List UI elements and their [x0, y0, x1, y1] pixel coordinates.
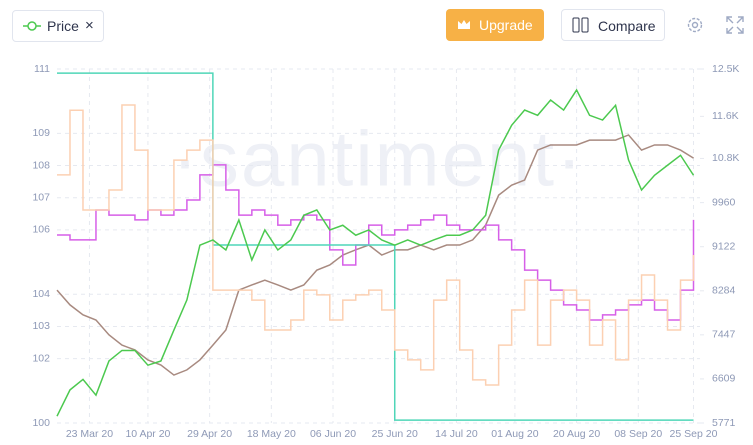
y-tick-label: 103: [32, 320, 50, 332]
x-tick-label: 01 Aug 20: [491, 428, 538, 440]
x-tick-label: 25 Sep 20: [670, 428, 718, 440]
settings-icon[interactable]: [685, 15, 705, 35]
y2-tick-label: 5771: [712, 417, 736, 429]
y2-tick-label: 6609: [712, 373, 736, 385]
line-icon: [23, 21, 41, 31]
y2-tick-label: 7447: [712, 329, 736, 341]
y2-tick-label: 8284: [712, 285, 736, 297]
close[interactable]: ×: [85, 17, 94, 34]
y2-tick-label: 12.5K: [712, 63, 739, 75]
y-tick-label: 104: [32, 288, 50, 300]
series-line: [57, 104, 695, 386]
y2-tick-label: 10.8K: [712, 152, 739, 164]
x-tick-label: 10 Apr 20: [125, 428, 170, 440]
y2-tick-label: 9960: [712, 196, 736, 208]
y2-tick-label: 11.6K: [712, 110, 739, 122]
compare-button[interactable]: Compare: [561, 9, 665, 41]
toolbar: Price × Upgrade Compare: [0, 0, 753, 52]
y-tick-label: 100: [32, 417, 50, 429]
compare-label: Compare: [598, 18, 656, 34]
x-tick-label: 20 Aug 20: [553, 428, 600, 440]
expand-icon[interactable]: [726, 16, 744, 34]
x-tick-label: 25 Jun 20: [372, 428, 418, 440]
x-tick-label: 18 May 20: [247, 428, 296, 440]
y-tick-label: 109: [32, 127, 50, 139]
y-tick-label: 111: [34, 63, 50, 75]
y2-tick-label: 9122: [712, 240, 736, 252]
y-tick-label: 108: [32, 159, 50, 171]
compare-icon: [572, 17, 589, 33]
watermark: ·santiment·: [172, 115, 584, 203]
x-tick-label: 06 Jun 20: [310, 428, 356, 440]
series-line: [57, 164, 695, 321]
x-tick-label: 08 Sep 20: [614, 428, 662, 440]
crown-icon: [458, 20, 470, 29]
x-tick-label: 14 Jul 20: [435, 428, 478, 440]
y-tick-label: 106: [32, 224, 50, 236]
x-tick-label: 23 Mar 20: [66, 428, 113, 440]
y-tick-label: 107: [32, 192, 50, 204]
metric-name: Price: [47, 18, 79, 34]
upgrade-button[interactable]: Upgrade: [446, 9, 544, 41]
upgrade-label: Upgrade: [479, 17, 533, 33]
series-line: [56, 88, 695, 417]
x-tick-label: 29 Apr 20: [187, 428, 232, 440]
series-line: [57, 72, 694, 421]
metric-chip[interactable]: Price ×: [12, 10, 104, 42]
y-tick-label: 102: [32, 352, 50, 364]
series-line: [56, 134, 694, 376]
